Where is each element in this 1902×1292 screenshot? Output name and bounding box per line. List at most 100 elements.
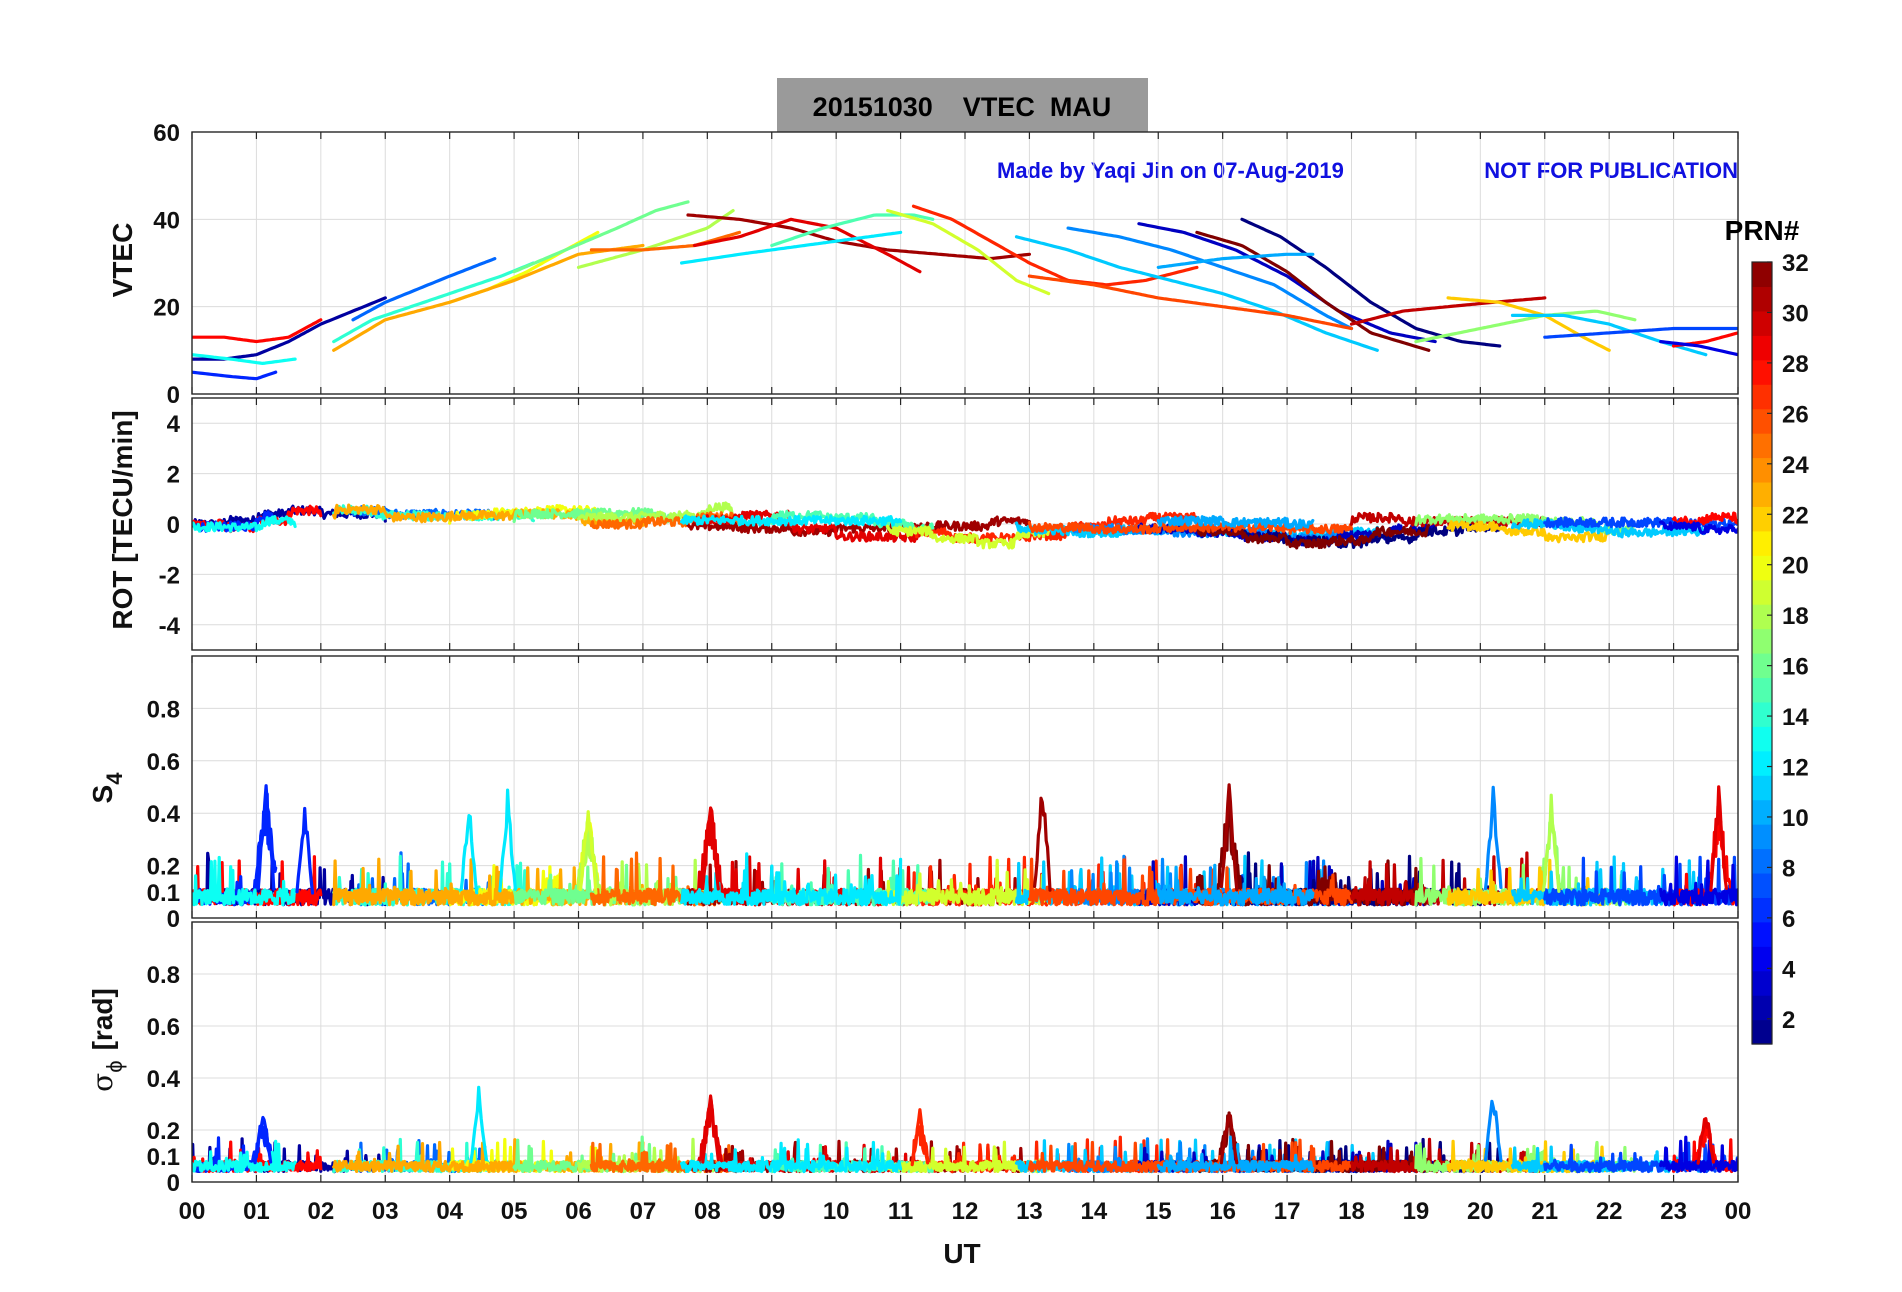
colorbar-title: PRN# — [1725, 215, 1800, 246]
vtec-series-prn8 — [351, 257, 497, 322]
rot-ytick-label: 4 — [167, 411, 181, 438]
title-box — [777, 78, 1148, 132]
vtec-series-prn9 — [1066, 226, 1354, 331]
rot-axes-frame — [191, 397, 1739, 651]
svg-text:S4: S4 — [87, 772, 127, 804]
x-tick-label: 03 — [372, 1198, 399, 1225]
sigma-peak-prn27 — [910, 1108, 930, 1167]
vtec-series-prn1 — [1240, 217, 1502, 348]
colorbar-tick-label: 26 — [1782, 401, 1809, 428]
vtec-series-prn3 — [1137, 222, 1437, 344]
colorbar-tick-label: 8 — [1782, 855, 1795, 882]
vtec-ytick-label: 40 — [153, 207, 180, 234]
colorbar-tick-label: 4 — [1782, 956, 1796, 983]
vtec-series-prn12 — [679, 230, 903, 265]
colorbar-swatch — [1752, 775, 1772, 801]
s4-peak-prn31 — [1219, 783, 1239, 892]
colorbar-swatch — [1752, 384, 1772, 410]
vtec-series-prn17 — [1414, 309, 1637, 344]
s4-peak-prn12 — [459, 813, 479, 895]
x-tick-label: 00 — [179, 1198, 206, 1225]
s4-peak-prn29 — [1709, 785, 1729, 892]
colorbar-swatch — [1752, 359, 1772, 385]
sigma-peak-prn29 — [1696, 1117, 1716, 1165]
rot-ytick-label: 2 — [167, 462, 180, 489]
colorbar-tick-label: 20 — [1782, 553, 1809, 580]
x-tick-label: 12 — [952, 1198, 979, 1225]
s4-ytick-label: 0.6 — [147, 749, 180, 776]
s4-plot-area — [192, 783, 1738, 907]
x-tick-label: 17 — [1274, 1198, 1301, 1225]
x-tick-label: 10 — [823, 1198, 850, 1225]
colorbar-swatch — [1752, 995, 1772, 1021]
vtec-plot-area — [192, 200, 1738, 381]
sigma-ytick-label: 0 — [167, 1170, 180, 1197]
colorbar-swatch — [1752, 335, 1772, 361]
sigma-ylabel: σϕ [rad] — [86, 988, 127, 1092]
rot-ylabel: ROT [TECU/min] — [107, 410, 138, 629]
sigma-ytick-label: 0.1 — [147, 1144, 180, 1171]
colorbar-swatch — [1752, 872, 1772, 898]
colorbar-swatch — [1752, 677, 1772, 703]
vtec-ytick-label: 60 — [153, 120, 180, 147]
x-tick-label: 08 — [694, 1198, 721, 1225]
x-tick-label: 13 — [1016, 1198, 1043, 1225]
vtec-series-prn28 — [192, 318, 323, 344]
colorbar-swatch — [1752, 1019, 1772, 1045]
s4-ytick-label: 0.4 — [147, 801, 181, 828]
sigma-ytick-label: 0.2 — [147, 1118, 180, 1145]
vtec-ytick-label: 0 — [167, 382, 180, 409]
vtec-series-prn7 — [1543, 326, 1738, 339]
x-tick-label: 21 — [1531, 1198, 1558, 1225]
sigma-series-prn12 — [679, 1138, 903, 1174]
s4-peak-prn31 — [1032, 796, 1052, 892]
sigma-ylabel-unit: [rad] — [87, 988, 118, 1050]
colorbar-swatch — [1752, 653, 1772, 679]
vtec-series-prn10 — [1156, 252, 1315, 269]
colorbar-tick-label: 28 — [1782, 351, 1809, 378]
colorbar-tick-label: 16 — [1782, 654, 1809, 681]
credit-author: Made by Yaqi Jin on 07-Aug-2019 — [997, 158, 1344, 183]
x-tick-label: 19 — [1403, 1198, 1430, 1225]
rot-series-prn11 — [1510, 518, 1708, 539]
sigma-series-prn13 — [192, 1139, 297, 1174]
vtec-ylabel: VTEC — [107, 223, 138, 298]
s4-panel: 00.10.2 0.4 0.6 0.8 — [147, 655, 1739, 933]
s4-peak-prn12 — [498, 788, 518, 893]
colorbar-tick-label: 10 — [1782, 805, 1809, 832]
rot-series-prn32 — [1195, 523, 1431, 550]
colorbar-swatch — [1752, 921, 1772, 947]
colorbar-tick-label: 12 — [1782, 755, 1809, 782]
rot-series-prn22 — [1446, 520, 1611, 544]
sigma-panel: 00.10.2 0.4 0.6 0.8 — [147, 921, 1739, 1197]
vtec-series-prn26 — [1027, 274, 1354, 331]
colorbar-swatch — [1752, 701, 1772, 727]
s4-ytick-label: 0 — [167, 906, 180, 933]
sigma-peak-prn29 — [701, 1094, 720, 1164]
rot-panel: -4 -2 0 2 4 — [159, 397, 1739, 651]
vtec-series-prn25 — [589, 230, 742, 252]
vtec-series-prn4 — [1659, 340, 1738, 357]
colorbar-swatch — [1752, 530, 1772, 556]
vtec-ytick-label: 20 — [153, 295, 180, 322]
x-tick-label: 04 — [436, 1198, 463, 1225]
x-tick-label: 05 — [501, 1198, 528, 1225]
s4-peak-prn6 — [295, 806, 315, 895]
rot-ytick-label: -4 — [159, 613, 181, 640]
colorbar-swatch — [1752, 848, 1772, 874]
sigma-axes-frame — [191, 921, 1739, 1183]
vtec-series-prn30 — [1349, 296, 1547, 326]
rot-ytick-label: 0 — [167, 512, 180, 539]
colorbar-swatch — [1752, 433, 1772, 459]
x-tick-label: 22 — [1596, 1198, 1623, 1225]
colorbar-tick-label: 24 — [1782, 452, 1809, 479]
colorbar-swatch — [1752, 481, 1772, 507]
credit-notice: NOT FOR PUBLICATION — [1484, 158, 1738, 183]
colorbar-swatch — [1752, 946, 1772, 972]
sigma-plot-area — [192, 1085, 1738, 1174]
x-tick-label: 07 — [630, 1198, 657, 1225]
sigma-peak-prn31 — [1219, 1113, 1239, 1165]
vtec-series-prn18 — [576, 209, 735, 269]
vtec-series-prn22 — [1446, 296, 1611, 352]
